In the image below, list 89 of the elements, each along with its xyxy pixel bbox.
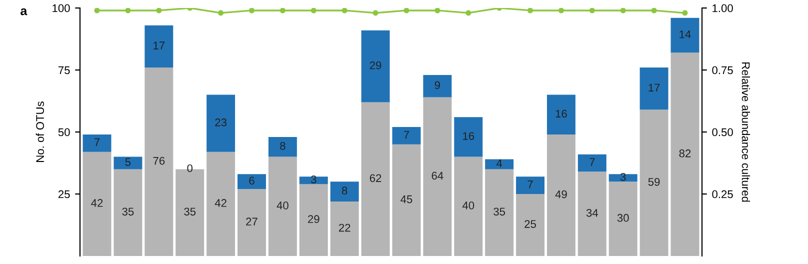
y-tick-label: 75 [58, 66, 70, 74]
data-label: 27 [246, 218, 258, 226]
y-axis-title: Relative abundance cultured [742, 62, 750, 202]
data-label: 25 [524, 220, 536, 228]
bar [670, 18, 700, 53]
bar [640, 110, 668, 256]
data-label: 23 [215, 118, 226, 126]
bar [144, 68, 174, 256]
data-label: 64 [432, 172, 444, 180]
data-label: 14 [680, 30, 691, 38]
y-axis-title: No. of OTUs [36, 102, 44, 162]
bar [206, 94, 236, 152]
data-label: 3 [620, 172, 626, 181]
bar [578, 172, 606, 256]
bar [268, 136, 297, 157]
data-label: 7 [94, 138, 100, 146]
bar [546, 134, 576, 256]
bar [485, 169, 514, 256]
data-label: 7 [590, 158, 595, 166]
data-label: 9 [434, 81, 440, 90]
data-label: 16 [463, 132, 474, 140]
data-label: 35 [494, 208, 506, 216]
y-tick-label: 100 [52, 4, 70, 12]
bar [454, 156, 483, 256]
bar [670, 52, 700, 256]
data-label: 7 [528, 180, 533, 188]
bar [516, 194, 544, 256]
y-tick-label: 50 [58, 128, 70, 136]
bar [268, 156, 297, 256]
bar [114, 156, 142, 170]
bar [392, 144, 421, 256]
bar [516, 176, 544, 194]
y-tick-label: 1.00 [712, 4, 733, 12]
data-label: 8 [342, 186, 348, 195]
bar [640, 68, 668, 110]
bar [82, 134, 112, 152]
data-label: 59 [648, 178, 660, 186]
data-label: 40 [276, 202, 288, 210]
bar [330, 201, 359, 256]
text: a [20, 8, 28, 16]
bar [485, 159, 514, 170]
data-label: 35 [122, 208, 134, 216]
bar [423, 97, 452, 256]
y-tick-label: 0.75 [712, 66, 733, 74]
bar [608, 182, 638, 256]
data-label: 29 [308, 215, 320, 224]
bar [114, 169, 142, 256]
bar [299, 184, 328, 256]
data-label: 22 [338, 224, 350, 232]
data-label: 16 [556, 110, 567, 118]
y-tick-label: 0.25 [712, 190, 733, 198]
data-label: 8 [280, 142, 286, 150]
data-label: 0 [187, 164, 193, 172]
data-label: 42 [214, 199, 226, 207]
bar [238, 189, 266, 256]
bar [238, 174, 266, 190]
bar [546, 94, 576, 134]
data-label: 76 [153, 156, 165, 165]
y-tick-label: 25 [58, 190, 70, 198]
data-label: 35 [184, 208, 196, 216]
bar [299, 176, 328, 184]
data-label: 29 [370, 61, 382, 70]
data-label: 34 [586, 208, 598, 217]
bar [361, 30, 390, 102]
bar [144, 25, 174, 68]
data-label: 49 [555, 190, 567, 198]
y-tick-label: 0.50 [712, 128, 733, 136]
data-label: 3 [310, 175, 316, 184]
data-label: 17 [154, 42, 165, 50]
data-label: 82 [679, 149, 691, 158]
data-label: 42 [91, 199, 103, 207]
bar [330, 182, 359, 202]
bar [206, 152, 236, 256]
data-label: 4 [496, 159, 502, 168]
data-label: 17 [648, 84, 660, 92]
data-label: 6 [249, 176, 254, 185]
data-label: 62 [370, 174, 382, 182]
bar [82, 152, 112, 256]
bar [608, 174, 638, 182]
bar [454, 117, 483, 157]
bar [423, 74, 452, 98]
data-label: 30 [617, 214, 629, 222]
data-label: 7 [404, 130, 410, 139]
bar [578, 154, 606, 172]
data-label: 40 [462, 202, 474, 210]
data-label: 5 [125, 158, 131, 166]
bar [392, 127, 421, 144]
data-label: 45 [400, 195, 412, 204]
bar [361, 102, 390, 256]
